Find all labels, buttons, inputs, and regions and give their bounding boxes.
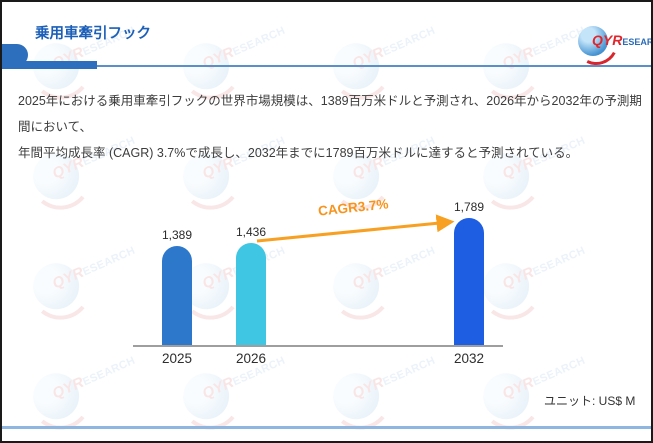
logo-text-secondary: ESEARCH	[622, 37, 653, 47]
bar-group-2026: 1,436	[221, 225, 281, 346]
bar-value-label: 1,389	[161, 228, 193, 242]
header-accent-bar	[0, 61, 97, 69]
header-accent-tab	[0, 44, 28, 66]
footer-divider	[0, 426, 653, 429]
bar-2026	[236, 243, 266, 346]
globe-icon	[578, 26, 608, 56]
bar-value-label: 1,789	[453, 200, 485, 214]
x-tick-2025: 2025	[161, 351, 193, 366]
bar-group-2032: 1,789	[439, 200, 499, 346]
page-title: 乗用車牽引フック	[35, 26, 151, 42]
cagr-arrow-line	[256, 214, 455, 243]
summary-text: 2025年における乗用車牽引フックの世界市場規模は、1389百万米ドルと予測され…	[18, 88, 642, 166]
bar-2025	[162, 246, 192, 346]
cagr-annotation: CAGR3.7%	[317, 196, 390, 219]
qyresearch-logo: QYRESEARCH	[569, 17, 653, 71]
summary-line-1: 2025年における乗用車牽引フックの世界市場規模は、1389百万米ドルと予測され…	[18, 94, 642, 134]
summary-line-2: 年間平均成長率 (CAGR) 3.7%で成長し、2032年までに1789百万米ド…	[18, 146, 579, 160]
bar-value-label: 1,436	[235, 225, 267, 239]
x-axis-line	[133, 345, 503, 347]
bar-2032	[454, 218, 484, 346]
x-tick-2032: 2032	[453, 351, 485, 366]
x-tick-2026: 2026	[235, 351, 267, 366]
header-divider	[0, 65, 653, 67]
unit-label: ユニット: US$ M	[544, 394, 636, 408]
logo-text: QYRESEARCH	[592, 32, 653, 50]
logo-text-primary: QYR	[592, 32, 623, 48]
bar-group-2025: 1,389	[147, 228, 207, 346]
